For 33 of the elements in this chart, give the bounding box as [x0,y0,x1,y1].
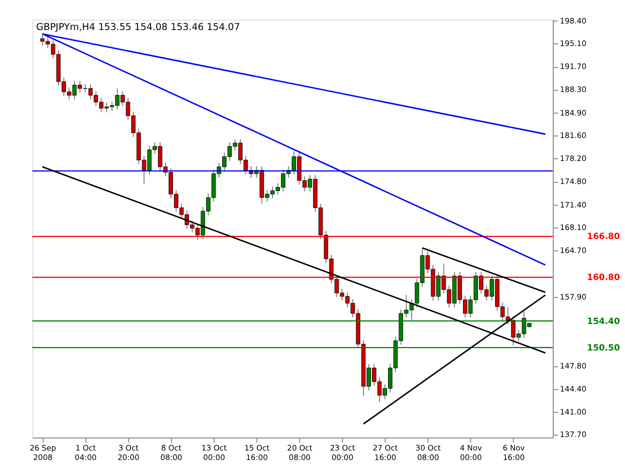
x-tick-label: 8 Oct 08:00 [160,443,182,462]
y-tick-label: 137.70 [560,430,587,440]
chart-title: GBPJPYm,H4 153.55 154.08 153.46 154.07 [36,22,240,34]
x-tick-label: 4 Nov 00:00 [460,443,482,462]
ref-line-label: 150.50 [587,343,620,354]
y-tick-label: 168.10 [560,222,587,232]
x-tick-label: 27 Oct 16:00 [372,443,398,462]
x-tick-label: 23 Oct 00:00 [330,443,356,462]
y-tick-label: 141.00 [560,408,587,417]
x-tick-label: 13 Oct 00:00 [202,443,227,462]
y-tick-label: 181.60 [560,130,587,140]
y-tick-label: 157.90 [560,292,587,302]
x-tick-label: 15 Oct 16:00 [244,443,270,462]
x-tick-label: 3 Oct 20:00 [118,443,140,462]
y-tick-label: 174.80 [560,177,587,186]
ref-line-label: 166.80 [587,232,620,242]
y-tick-label: 178.20 [560,154,587,164]
x-tick-label: 30 Oct 08:00 [416,443,441,462]
y-tick-label: 195.10 [560,38,587,48]
x-tick-label: 26 Sep 2008 [30,443,56,462]
ref-line-label: 160.80 [587,273,620,284]
y-tick-label: 144.40 [560,384,587,394]
y-tick-label: 171.40 [560,200,587,210]
x-tick-label: 6 Nov 16:00 [502,443,526,462]
ref-line-label: 154.40 [587,316,620,327]
y-tick-label: 147.80 [560,361,587,370]
x-tick-label: 1 Oct 04:00 [74,443,97,462]
y-tick-label: 188.30 [560,85,587,94]
y-tick-label: 184.90 [560,108,587,118]
x-tick-label: 20 Oct 08:00 [287,443,312,462]
y-tick-label: 164.70 [560,246,587,256]
y-tick-label: 191.70 [560,62,587,72]
y-tick-label: 198.40 [560,16,587,26]
